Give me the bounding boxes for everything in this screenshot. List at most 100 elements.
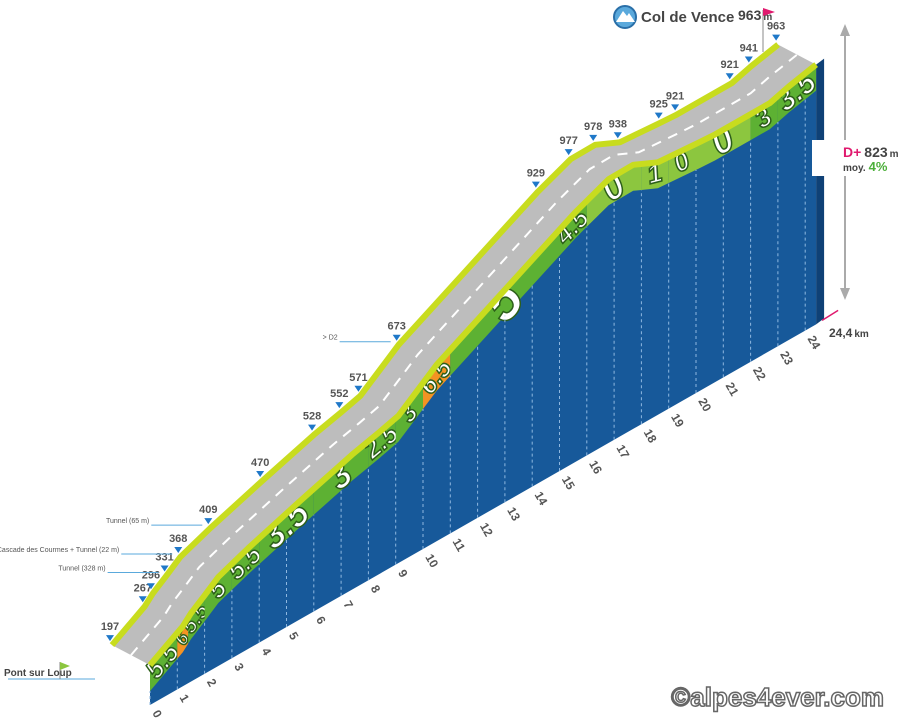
km-tick-label: 0 — [149, 708, 165, 721]
km-tick-label: 11 — [450, 536, 469, 554]
summit-altitude-value: 963 — [738, 7, 762, 23]
waypoint-altitude: 409 — [199, 504, 217, 516]
waypoint-marker — [106, 635, 114, 642]
waypoint-marker — [308, 424, 317, 431]
km-tick-label: 18 — [641, 427, 660, 446]
waypoint-altitude: 673 — [387, 321, 405, 333]
km-tick-label: 2 — [204, 676, 220, 689]
gain-value: 823 — [864, 144, 888, 160]
grade-segment — [150, 632, 178, 692]
km-tick-label: 7 — [341, 598, 357, 611]
road-back-edge — [109, 42, 780, 648]
waypoint-marker — [744, 56, 753, 63]
km-tick-label: 3 — [231, 661, 247, 674]
km-tick-label: 20 — [695, 396, 714, 415]
front-face — [150, 64, 817, 706]
waypoint-altitude: 941 — [740, 43, 758, 55]
waypoint-marker — [146, 583, 155, 590]
waypoint-altitude: 296 — [142, 569, 160, 581]
waypoint-altitude: 552 — [330, 388, 348, 400]
distance-tick — [821, 309, 839, 321]
waypoint-marker — [160, 565, 169, 572]
note: Tunnel (328 m) — [58, 565, 105, 572]
gain-bg — [812, 140, 882, 176]
km-tick-label: 13 — [504, 505, 523, 524]
waypoint-marker — [335, 402, 344, 409]
summit-icon-mountain — [616, 11, 635, 22]
grade-segment — [231, 538, 260, 590]
elevation-gain: D+ 823 m — [843, 144, 899, 160]
km-tick-label: 5 — [286, 630, 302, 643]
km-tick-label: 17 — [614, 442, 633, 461]
average-label: moy. — [843, 163, 866, 174]
waypoint-marker — [392, 334, 401, 341]
grade-segment — [177, 617, 189, 659]
waypoint-altitude: 921 — [666, 90, 684, 102]
distance-unit: km — [854, 329, 869, 340]
grade-segment — [259, 488, 314, 565]
waypoint-altitude: 921 — [721, 59, 739, 71]
km-tick-label: 22 — [750, 364, 769, 383]
distance-value: 24,4 — [829, 326, 853, 340]
average-grade: moy. 4% — [843, 159, 888, 174]
km-tick-label: 12 — [477, 520, 496, 539]
waypoint-marker — [256, 470, 265, 477]
km-tick-label: 15 — [559, 474, 578, 493]
grade-segment — [450, 229, 560, 376]
waypoint-altitude: 528 — [303, 411, 321, 423]
km-tick-label: 21 — [723, 380, 742, 399]
waypoint-altitude: 929 — [527, 168, 545, 180]
waypoint-marker — [654, 112, 663, 119]
km-tick-label: 19 — [668, 411, 687, 430]
km-tick-label: 24 — [805, 333, 824, 352]
grade-segment — [395, 383, 423, 445]
grade-segment — [777, 64, 817, 123]
note: Cascade des Courmes + Tunnel (22 m) — [0, 547, 119, 554]
km-tick-label: 9 — [395, 567, 411, 580]
waypoint-marker — [531, 181, 540, 188]
gain-label: D+ — [843, 144, 861, 160]
km-tick-label: 6 — [313, 614, 329, 627]
km-tick-label: 10 — [422, 552, 441, 571]
grade-segment — [313, 441, 369, 515]
distance: 24,4 km — [829, 326, 869, 340]
note: > D2 — [323, 335, 338, 342]
grade-segment — [368, 418, 396, 468]
waypoint-marker — [671, 104, 680, 111]
grade-segment — [586, 164, 642, 227]
summit-flag — [763, 8, 775, 16]
grade-segment — [423, 349, 451, 409]
average-value: 4% — [869, 159, 888, 174]
end-face — [816, 58, 825, 325]
grade-segment — [559, 200, 587, 256]
gain-unit: m — [890, 149, 899, 160]
waypoint-marker — [772, 34, 781, 41]
waypoint-altitude: 977 — [559, 135, 577, 147]
summit-unit: m — [763, 12, 772, 23]
waypoint-altitude: 197 — [101, 621, 119, 633]
start-name: Pont sur Loup — [4, 668, 72, 679]
road-front-edge — [147, 62, 818, 668]
waypoint-marker — [354, 385, 363, 392]
waypoint-marker — [174, 547, 183, 554]
km-tick-label: 23 — [777, 349, 796, 368]
grade-segment — [188, 595, 205, 644]
waypoint-altitude: 978 — [584, 121, 602, 133]
waypoint-marker — [138, 596, 147, 603]
note: Tunnel (65 m) — [106, 518, 149, 525]
waypoint-altitude: 368 — [169, 533, 187, 545]
credit: ©alpes4ever.com — [671, 682, 884, 712]
waypoint-marker — [613, 132, 622, 139]
km-tick-label: 16 — [586, 458, 605, 477]
summit-name: Col de Vence — [641, 9, 734, 26]
km-tick-label: 1 — [177, 692, 193, 705]
grade-segment — [750, 96, 778, 141]
grade-segment — [204, 563, 232, 622]
km-tick-label: 14 — [532, 489, 551, 508]
waypoint-altitude: 925 — [650, 99, 668, 111]
grade-segment — [668, 143, 696, 183]
waypoint-altitude: 331 — [155, 551, 173, 563]
waypoint-altitude: 963 — [767, 21, 785, 33]
waypoint-altitude: 938 — [609, 118, 627, 130]
